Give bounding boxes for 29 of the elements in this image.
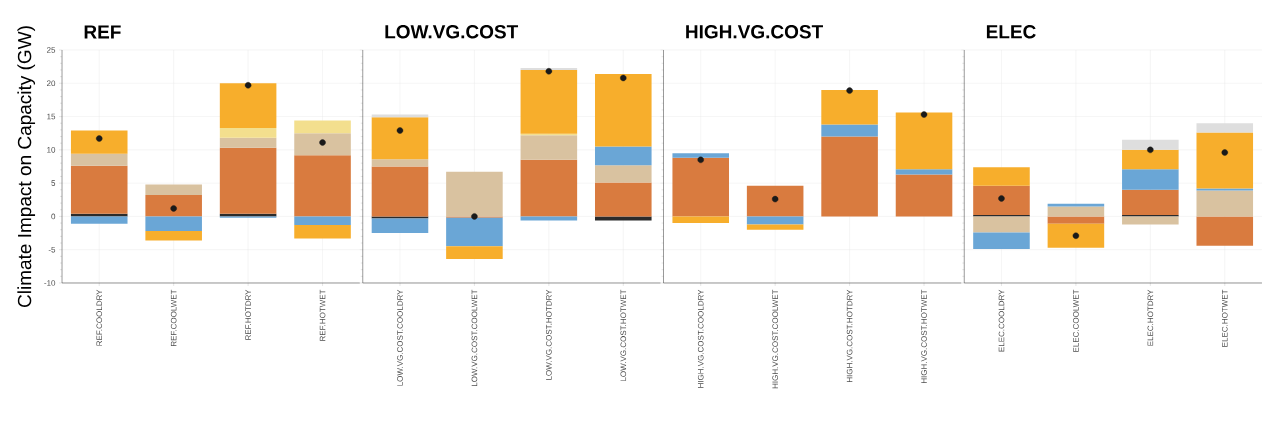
x-tick-label: REF.HOTWET (319, 289, 326, 341)
x-tick-label: LOW.VG.COST.COOLDRY (397, 289, 403, 386)
x-tick-label: ELEC.HOTWET (1221, 289, 1228, 347)
y-tick-label: 0 (51, 213, 56, 220)
x-tick-label: ELEC.COOLDRY (998, 289, 1005, 352)
x-tick-label: HIGH.VG.COST.HOTWET (921, 289, 927, 384)
x-tick-label: REF.COOLDRY (96, 289, 103, 346)
chart-title: LOW.VG.COST (385, 25, 519, 39)
x-tick-label: ELEC.COOLWET (1073, 289, 1079, 352)
y-tick-label: 10 (47, 147, 56, 153)
x-tick-label: HIGH.VG.COST.COOLWET (772, 289, 778, 389)
y-tick-label: -10 (44, 280, 56, 286)
x-tick-label: ELEC.HOTDRY (1147, 289, 1154, 346)
chart-title: HIGH.VG.COST (686, 25, 823, 39)
x-tick-label: LOW.VG.COST.HOTWET (620, 289, 627, 381)
y-tick-label: 20 (46, 80, 56, 87)
x-tick-label: REF.HOTDRY (245, 289, 251, 340)
x-tick-label: HIGH.VG.COST.COOLDRY (697, 289, 704, 388)
x-tick-label: HIGH.VG.COST.HOTDRY (846, 289, 853, 383)
x-tick-label: LOW.VG.COST.COOLWET (471, 289, 478, 387)
chart-title: ELEC (986, 25, 1036, 39)
y-tick-label: -5 (48, 246, 56, 253)
y-tick-label: 25 (46, 47, 56, 53)
y-tick-label: 5 (51, 180, 56, 186)
x-tick-label: REF.COOLWET (170, 289, 177, 347)
y-axis-title: Climate Impact on Capacity (GW) (17, 26, 36, 308)
x-tick-label: LOW.VG.COST.HOTDRY (546, 289, 552, 380)
chart-title: REF (84, 25, 121, 39)
y-tick-label: 15 (47, 113, 56, 120)
